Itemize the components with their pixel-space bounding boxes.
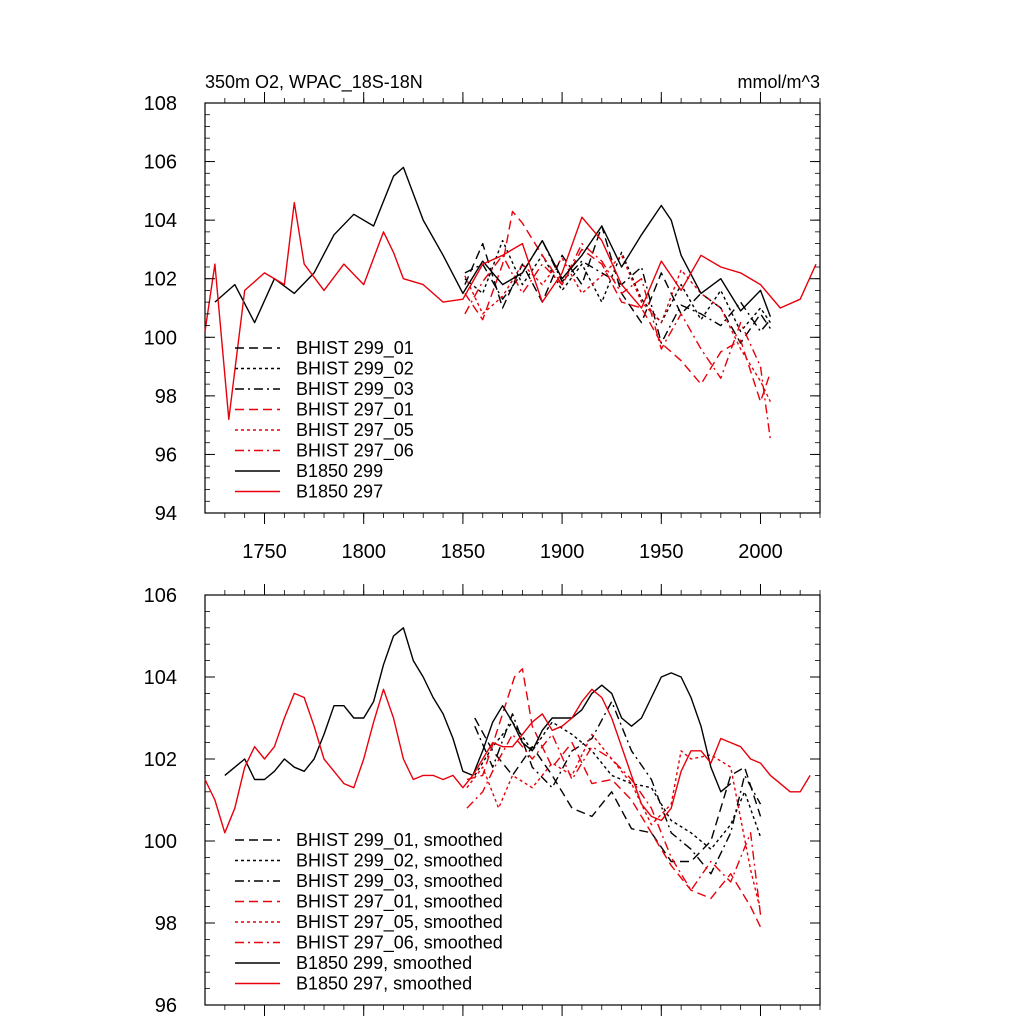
y-tick-label: 96	[155, 444, 177, 466]
y-tick-label: 96	[155, 995, 177, 1017]
y-tick-label: 102	[144, 749, 177, 771]
series-line-bhist-297-05	[464, 254, 772, 403]
x-tick-label: 1750	[242, 541, 287, 563]
legend-label: BHIST 299_01, smoothed	[296, 830, 503, 851]
legend-label: BHIST 299_01	[296, 338, 414, 359]
chart-title: 350m O2, WPAC_18S-18N	[205, 72, 423, 93]
legend-label: BHIST 297_06	[296, 441, 414, 462]
legend-label: BHIST 297_05, smoothed	[296, 912, 503, 933]
series-line-bhist-299-02-smoothed	[474, 721, 762, 850]
legend-label: BHIST 297_01	[296, 400, 414, 421]
legend-label: B1850 299	[296, 461, 383, 481]
legend-label: B1850 297	[296, 482, 383, 502]
y-tick-label: 98	[155, 913, 177, 935]
legend-label: BHIST 299_03, smoothed	[296, 871, 503, 892]
y-tick-label: 100	[144, 831, 177, 853]
series-line-b1850-297	[204, 201, 817, 420]
series-line-bhist-299-03-smoothed	[474, 700, 762, 875]
y-tick-label: 94	[155, 503, 177, 525]
axes-layer: 94 96 98 100 102 104 106 108 1750 1800 1850 1900 195…	[144, 92, 821, 563]
series-line-b1850-299-smoothed	[224, 627, 732, 793]
plot-frame	[204, 102, 821, 514]
series-line-b1850-297-smoothed	[204, 688, 811, 834]
legend-label: BHIST 297_01, smoothed	[296, 892, 503, 913]
axes-layer: 96 98 100 102 104 106	[144, 584, 821, 1017]
y-tick-label: 104	[144, 210, 177, 232]
y-tick-label: 104	[144, 667, 177, 689]
y-tick-label: 102	[144, 269, 177, 291]
units-label: mmol/m^3	[738, 72, 820, 92]
legend-label: B1850 297, smoothed	[296, 974, 472, 994]
y-tick-label: 106	[144, 152, 177, 174]
data-layer	[204, 166, 817, 440]
top-panel: 350m O2, WPAC_18S-18N mmol/m^3 94 96 98 100…	[144, 72, 821, 563]
x-tick-label: 1850	[441, 541, 486, 563]
y-tick-label: 108	[144, 93, 177, 115]
x-tick-label: 2000	[738, 541, 783, 563]
x-tick-label: 1900	[540, 541, 585, 563]
legend-label: BHIST 299_03	[296, 379, 414, 400]
series-line-bhist-297-01-smoothed	[466, 668, 762, 928]
legend-label: BHIST 299_02, smoothed	[296, 851, 503, 872]
plot-frame	[204, 594, 821, 1006]
series-line-bhist-299-01-smoothed	[474, 717, 762, 863]
series-line-bhist-299-02	[464, 239, 771, 333]
series-line-bhist-297-06-smoothed	[466, 733, 762, 915]
series-line-bhist-297-01	[464, 210, 772, 403]
legend-label: BHIST 297_05	[296, 420, 414, 441]
y-tick-label: 106	[144, 585, 177, 607]
legend-label: BHIST 299_02	[296, 359, 414, 380]
series-line-bhist-297-05-smoothed	[466, 733, 762, 911]
series-line-b1850-299	[214, 166, 772, 324]
x-tick-label: 1800	[341, 541, 386, 563]
data-layer	[204, 627, 811, 928]
x-tick-label: 1950	[639, 541, 684, 563]
series-line-bhist-299-03	[464, 239, 771, 344]
legend-label: BHIST 297_06, smoothed	[296, 933, 503, 954]
y-tick-label: 98	[155, 386, 177, 408]
series-line-bhist-297-06	[464, 242, 772, 440]
y-tick-label: 100	[144, 327, 177, 349]
legend-label: B1850 299, smoothed	[296, 953, 472, 973]
